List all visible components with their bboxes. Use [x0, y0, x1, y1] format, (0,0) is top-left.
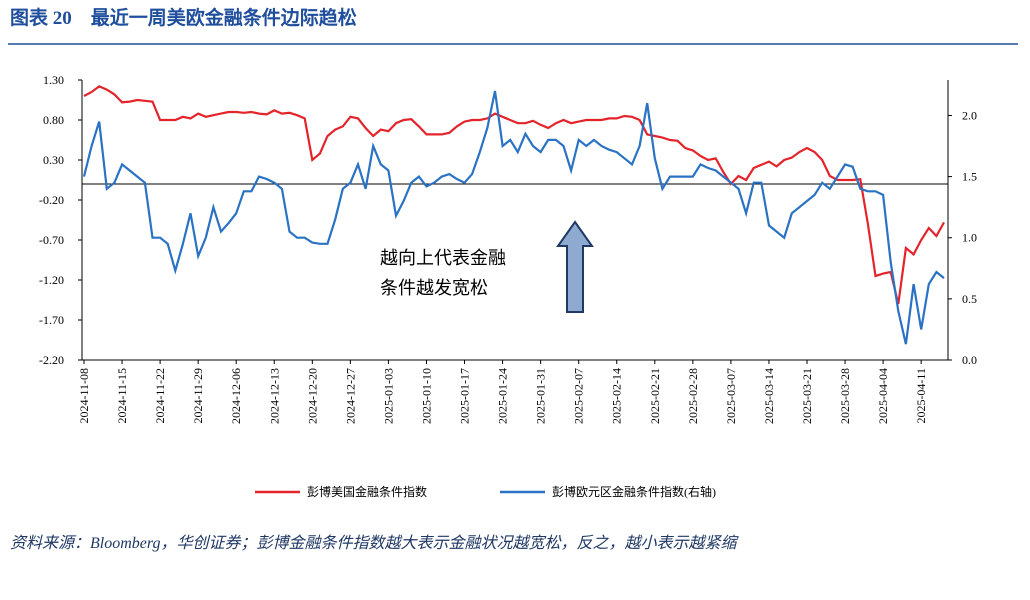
legend-label: 彭博欧元区金融条件指数(右轴) — [552, 484, 716, 499]
source-note: 资料来源：Bloomberg，华创证券；彭博金融条件指数越大表示金融状况越宽松，… — [10, 534, 740, 552]
chart-title: 图表 20 最近一周美欧金融条件边际趋松 — [10, 6, 357, 29]
x-tick-label: 2025-01-10 — [419, 368, 433, 424]
y2-tick-label: 0.0 — [962, 353, 977, 367]
x-tick-label: 2024-12-06 — [229, 368, 243, 424]
x-tick-label: 2024-12-27 — [343, 368, 357, 424]
annotation-arrow — [556, 220, 594, 313]
x-tick-label: 2024-11-29 — [191, 368, 205, 424]
y-tick-label: -2.20 — [39, 353, 64, 367]
x-tick-label: 2025-03-07 — [724, 368, 738, 424]
x-tick-label: 2025-01-31 — [534, 368, 548, 424]
legend-label: 彭博美国金融条件指数 — [307, 484, 427, 499]
annotation-text: 条件越发宽松 — [380, 278, 488, 298]
x-tick-label: 2025-04-11 — [914, 368, 928, 424]
x-tick-label: 2025-03-14 — [762, 368, 776, 424]
y-tick-label: 0.30 — [43, 153, 64, 167]
x-tick-label: 2025-01-03 — [381, 368, 395, 424]
y2-tick-label: 0.5 — [962, 292, 977, 306]
x-tick-label: 2024-12-20 — [305, 368, 319, 424]
y2-tick-label: 2.0 — [962, 108, 977, 122]
x-tick-label: 2025-03-21 — [800, 368, 814, 424]
y-tick-label: 1.30 — [43, 73, 64, 87]
y2-tick-label: 1.0 — [962, 231, 977, 245]
y-tick-label: -0.70 — [39, 233, 64, 247]
x-tick-label: 2024-11-08 — [77, 368, 91, 424]
x-tick-label: 2024-11-15 — [115, 368, 129, 424]
y-tick-label: 0.80 — [43, 113, 64, 127]
x-tick-label: 2025-02-07 — [572, 368, 586, 424]
y-tick-label: -0.20 — [39, 193, 64, 207]
y2-tick-label: 1.5 — [962, 170, 977, 184]
x-tick-label: 2025-04-04 — [876, 368, 890, 424]
series-line — [82, 90, 945, 345]
x-tick-label: 2025-01-17 — [458, 368, 472, 424]
x-tick-label: 2025-02-21 — [648, 368, 662, 424]
x-tick-label: 2024-12-13 — [267, 368, 281, 424]
x-tick-label: 2025-01-24 — [496, 368, 510, 424]
x-tick-label: 2025-03-28 — [838, 368, 852, 424]
x-tick-label: 2025-02-28 — [686, 368, 700, 424]
annotation-text: 越向上代表金融 — [380, 248, 506, 268]
x-tick-label: 2025-02-14 — [610, 368, 624, 424]
x-tick-label: 2024-11-22 — [153, 368, 167, 424]
y-tick-label: -1.70 — [39, 313, 64, 327]
y-tick-label: -1.20 — [39, 273, 64, 287]
series-line — [83, 85, 945, 305]
